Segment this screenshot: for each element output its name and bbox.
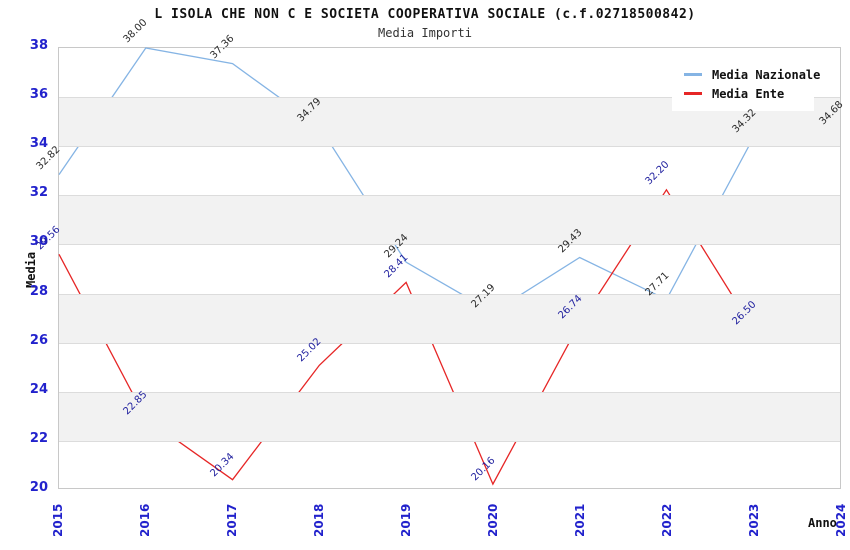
y-tick-label: 34 xyxy=(29,136,48,152)
plot-band xyxy=(59,391,840,441)
gridline xyxy=(59,195,840,197)
y-tick-label: 26 xyxy=(29,332,48,348)
x-tick-label: 2015 xyxy=(51,503,65,537)
x-tick-label: 2019 xyxy=(399,503,413,537)
legend: Media Nazionale Media Ente xyxy=(672,57,820,111)
chart-subtitle: Media Importi xyxy=(378,26,472,40)
x-tick-label: 2020 xyxy=(486,503,500,537)
y-tick-label: 28 xyxy=(29,283,48,299)
gridline xyxy=(59,97,840,99)
x-tick-label: 2024 xyxy=(834,503,848,537)
x-axis-label: Anno xyxy=(808,516,837,530)
legend-item-ente: Media Ente xyxy=(684,84,814,103)
plot-area xyxy=(58,47,841,489)
gridline xyxy=(59,244,840,246)
nazionale-line-swatch-icon xyxy=(684,73,702,76)
plot-band xyxy=(59,195,840,245)
plot-band xyxy=(59,293,840,343)
legend-label: Media Ente xyxy=(712,86,785,101)
x-tick-label: 2016 xyxy=(138,503,152,537)
ente-line-swatch-icon xyxy=(684,92,702,95)
x-tick-label: 2022 xyxy=(660,503,674,537)
gridline xyxy=(59,293,840,295)
x-tick-label: 2017 xyxy=(225,503,239,537)
y-tick-label: 30 xyxy=(29,234,48,250)
gridline xyxy=(59,342,840,344)
y-tick-label: 20 xyxy=(29,480,48,495)
y-tick-label: 32 xyxy=(29,185,48,201)
legend-item-nazionale: Media Nazionale xyxy=(684,65,820,84)
y-tick-label: 24 xyxy=(29,381,48,397)
y-tick-label: 22 xyxy=(29,430,48,446)
gridline xyxy=(59,391,840,393)
chart-title: L ISOLA CHE NON C E SOCIETA COOPERATIVA … xyxy=(154,7,696,22)
y-tick-label: 36 xyxy=(29,87,48,103)
x-tick-label: 2023 xyxy=(747,503,761,537)
x-tick-label: 2021 xyxy=(573,503,587,537)
gridline xyxy=(59,146,840,148)
legend-label: Media Nazionale xyxy=(712,67,821,82)
gridline xyxy=(59,440,840,442)
x-tick-label: 2018 xyxy=(312,503,326,537)
y-tick-label: 38 xyxy=(29,38,48,53)
